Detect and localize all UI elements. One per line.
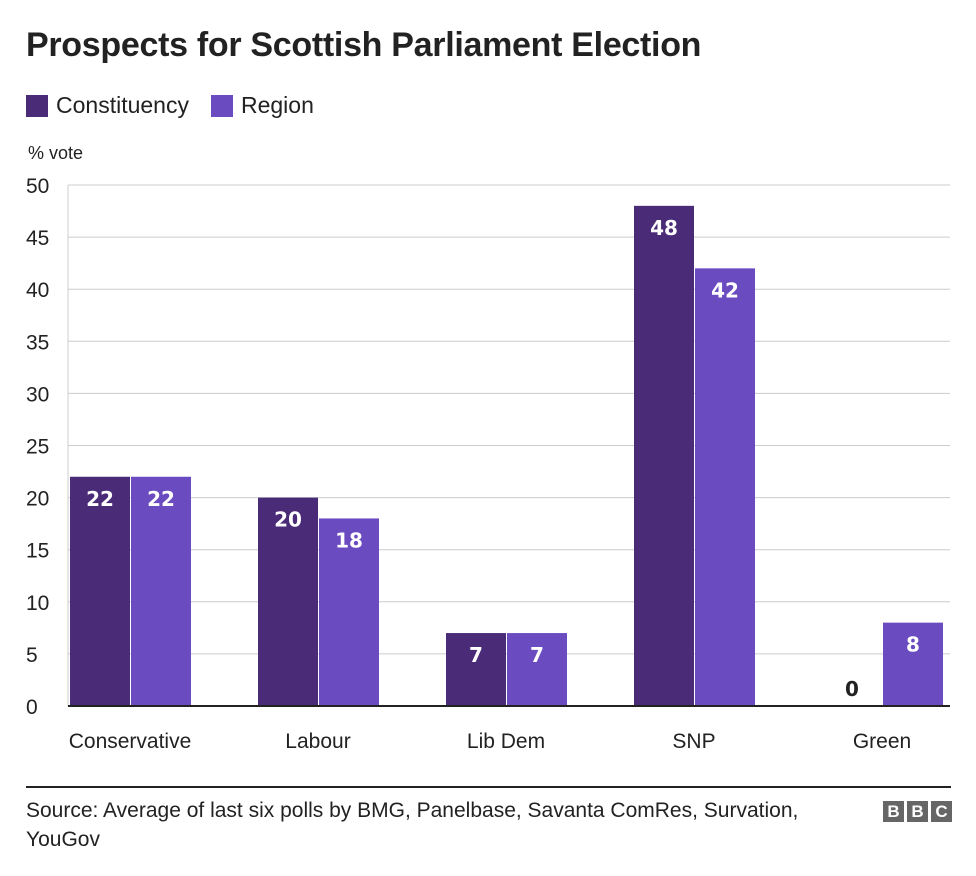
y-tick-label: 15 xyxy=(26,540,49,563)
logo-letter: C xyxy=(931,801,952,822)
bar-constituency-snp xyxy=(634,205,694,706)
y-tick-label: 35 xyxy=(26,331,49,354)
legend: Constituency Region xyxy=(26,92,336,119)
chart-title: Prospects for Scottish Parliament Electi… xyxy=(26,26,702,64)
data-label: 7 xyxy=(469,643,483,667)
bar-region-lib-dem xyxy=(507,633,567,706)
y-tick-label: 10 xyxy=(26,592,49,615)
bar-constituency-lib-dem xyxy=(446,633,506,706)
data-label: 22 xyxy=(147,487,175,511)
legend-label: Region xyxy=(240,92,314,118)
logo-letter: B xyxy=(883,801,904,822)
data-label: 42 xyxy=(711,278,739,302)
bar-region-conservative xyxy=(131,476,191,706)
y-tick-label: 45 xyxy=(26,227,49,250)
bar-region-snp xyxy=(695,268,755,706)
x-tick-label: SNP xyxy=(672,730,715,753)
x-tick-label: Green xyxy=(853,730,911,753)
y-tick-label: 30 xyxy=(26,383,49,406)
y-tick-label: 20 xyxy=(26,488,49,511)
legend-swatch-constituency xyxy=(26,94,48,117)
y-axis-label: % vote xyxy=(28,143,84,163)
data-label: 48 xyxy=(650,216,678,240)
source-note: Source: Average of last six polls by BMG… xyxy=(26,799,799,851)
bar-region-green xyxy=(883,622,943,706)
legend-label: Constituency xyxy=(56,92,189,118)
x-tick-label: Lib Dem xyxy=(467,730,545,753)
logo-letter: B xyxy=(907,801,928,822)
y-tick-label: 5 xyxy=(26,644,38,667)
x-tick-label: Conservative xyxy=(69,730,192,753)
y-tick-label: 50 xyxy=(26,175,49,198)
bar-region-labour xyxy=(319,518,379,706)
data-label: 0 xyxy=(845,677,859,701)
data-label: 18 xyxy=(335,528,363,552)
legend-item-constituency: Constituency xyxy=(26,92,189,119)
legend-swatch-region xyxy=(210,94,233,117)
y-tick-label: 0 xyxy=(26,696,38,719)
data-label: 22 xyxy=(86,487,114,511)
bar-constituency-conservative xyxy=(70,476,130,706)
y-tick-label: 40 xyxy=(26,279,49,302)
footer-divider xyxy=(26,786,951,788)
data-label: 8 xyxy=(906,633,920,657)
data-label: 20 xyxy=(274,508,302,532)
data-label: 7 xyxy=(530,643,544,667)
bar-constituency-labour xyxy=(258,497,318,706)
legend-item-region: Region xyxy=(210,92,314,119)
y-tick-label: 25 xyxy=(26,436,49,459)
bbc-logo: B B C xyxy=(883,801,952,822)
x-tick-label: Labour xyxy=(285,730,350,753)
